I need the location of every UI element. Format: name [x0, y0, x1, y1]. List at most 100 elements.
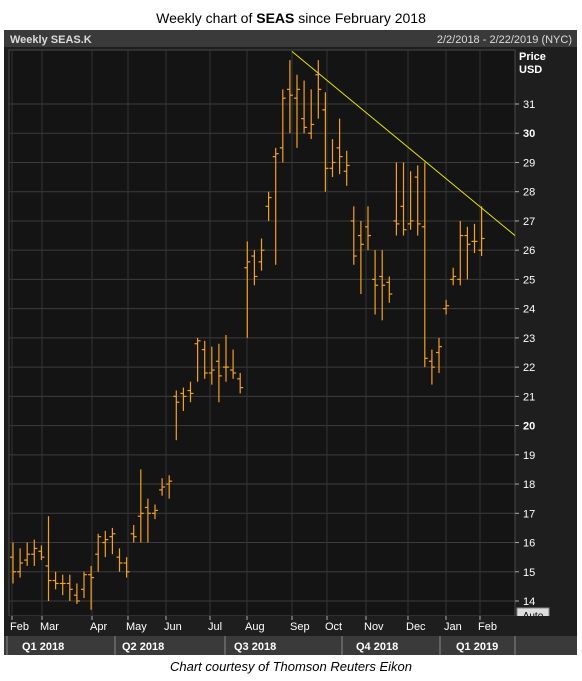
chart-header-left: Weekly SEAS.K	[10, 34, 92, 46]
month-label: Oct	[325, 621, 342, 633]
month-label: Apr	[90, 621, 107, 633]
ohlc-bar	[66, 574, 73, 601]
quarter-axis	[4, 636, 577, 655]
ohlc-bar	[357, 220, 364, 295]
ohlc-bar	[59, 574, 66, 596]
y-tick-label: 23	[523, 333, 535, 345]
ohlc-bar	[52, 571, 59, 590]
ohlc-bar	[336, 118, 343, 175]
ohlc-bar	[478, 206, 485, 257]
ohlc-bar	[350, 206, 357, 265]
quarter-label: Q4 2018	[356, 641, 398, 653]
chart-header-bar	[4, 30, 577, 47]
y-tick-label: 14	[523, 596, 535, 608]
ohlc-bar	[272, 147, 279, 265]
ohlc-bar	[10, 542, 16, 584]
ohlc-bar	[464, 226, 471, 280]
ohlc-bar	[137, 469, 144, 543]
ohlc-bar	[187, 381, 194, 403]
ohlc-bar	[457, 220, 464, 286]
month-label: Sep	[290, 621, 310, 633]
quarter-label: Q3 2018	[234, 641, 276, 653]
y-tick-label: 27	[523, 216, 535, 228]
trendline	[291, 50, 516, 236]
title-ticker: SEAS	[256, 10, 295, 26]
y-axis-label-usd: USD	[519, 64, 542, 76]
ohlc-bar	[73, 583, 80, 604]
y-tick-label: 19	[523, 450, 535, 462]
chart-title: Weekly chart of SEAS since February 2018	[0, 10, 582, 26]
chart-header-right: 2/2/2018 - 2/22/2019 (NYC)	[437, 34, 572, 46]
month-label: May	[126, 621, 147, 633]
month-label: Dec	[406, 621, 426, 633]
ohlc-bar	[329, 139, 336, 178]
quarter-label: Q2 2018	[122, 641, 164, 653]
ohlc-bar	[294, 74, 300, 148]
ohlc-bar	[201, 340, 208, 379]
y-tick-label: 21	[523, 391, 535, 403]
ohlc-bar	[343, 150, 350, 186]
ohlc-bar	[436, 337, 442, 373]
ohlc-bar	[414, 165, 421, 236]
ohlc-bar	[400, 162, 407, 236]
ohlc-bar	[180, 387, 187, 411]
vertical-gridlines	[11, 50, 481, 616]
ohlc-bar	[223, 334, 229, 382]
ohlc-bar	[471, 223, 478, 254]
y-tick-label: 29	[523, 157, 535, 169]
ohlc-bar	[443, 299, 450, 315]
ohlc-bar	[166, 475, 173, 499]
month-label: Aug	[245, 621, 265, 633]
quarter-label: Q1 2019	[456, 641, 498, 653]
ohlc-bar	[279, 89, 286, 163]
ohlc-bar	[265, 191, 272, 221]
ohlc-bar	[428, 349, 435, 385]
ohlc-bar	[450, 267, 457, 286]
ohlc-bar	[152, 504, 158, 520]
ohlc-bar	[258, 238, 265, 271]
ohlc-bar	[286, 60, 293, 134]
y-tick-label: 30	[523, 128, 535, 140]
horizontal-gridlines	[9, 103, 515, 602]
y-tick-label: 26	[523, 245, 535, 257]
ohlc-bar	[130, 524, 137, 543]
ohlc-bar	[379, 250, 386, 321]
ohlc-bar	[315, 60, 322, 119]
chart-credit: Chart courtesy of Thomson Reuters Eikon	[169, 659, 413, 674]
ohlc-bar	[322, 92, 329, 192]
price-chart: Weekly SEAS.K 2/2/2018 - 2/22/2019 (NYC)…	[4, 30, 577, 655]
ohlc-bar	[301, 80, 308, 134]
y-tick-label: 24	[523, 304, 535, 316]
ohlc-bar	[386, 276, 393, 303]
ohlc-bar	[230, 349, 237, 379]
title-suffix: since February 2018	[294, 10, 426, 26]
ohlc-bar	[237, 372, 244, 394]
ohlc-bar	[45, 516, 52, 601]
month-label: Jan	[444, 621, 462, 633]
ohlc-bar	[251, 250, 258, 286]
month-label: Nov	[364, 621, 384, 633]
quarter-labels: Q1 2018 Q2 2018 Q3 2018 Q4 2018 Q1 2019	[6, 636, 516, 655]
ohlc-bar	[421, 162, 428, 368]
month-axis	[4, 616, 577, 634]
ohlc-bar	[215, 343, 222, 403]
ohlc-bar	[31, 539, 38, 566]
month-labels: Feb Mar Apr May Jun Jul Aug Sep Oct Nov Dec Jan Feb	[10, 616, 497, 633]
ohlc-bar	[365, 206, 371, 251]
y-tick-label: 16	[523, 538, 535, 550]
ohlc-bar	[95, 533, 102, 572]
ohlc-bar	[407, 171, 414, 230]
ohlc-bar	[208, 346, 215, 385]
month-label: Feb	[478, 621, 497, 633]
y-tick-label: 20	[523, 421, 535, 433]
ohlc-bar	[123, 557, 130, 578]
y-tick-label: 28	[523, 187, 535, 199]
ohlc-bar	[372, 250, 379, 315]
ohlc-bar	[244, 241, 251, 338]
ohlc-bar	[24, 542, 31, 566]
month-label: Jun	[164, 621, 182, 633]
y-axis-label-price: Price	[519, 51, 546, 63]
y-tick-label: 22	[523, 362, 535, 374]
ohlc-bar	[116, 548, 123, 572]
ohlc-bar	[159, 478, 166, 496]
